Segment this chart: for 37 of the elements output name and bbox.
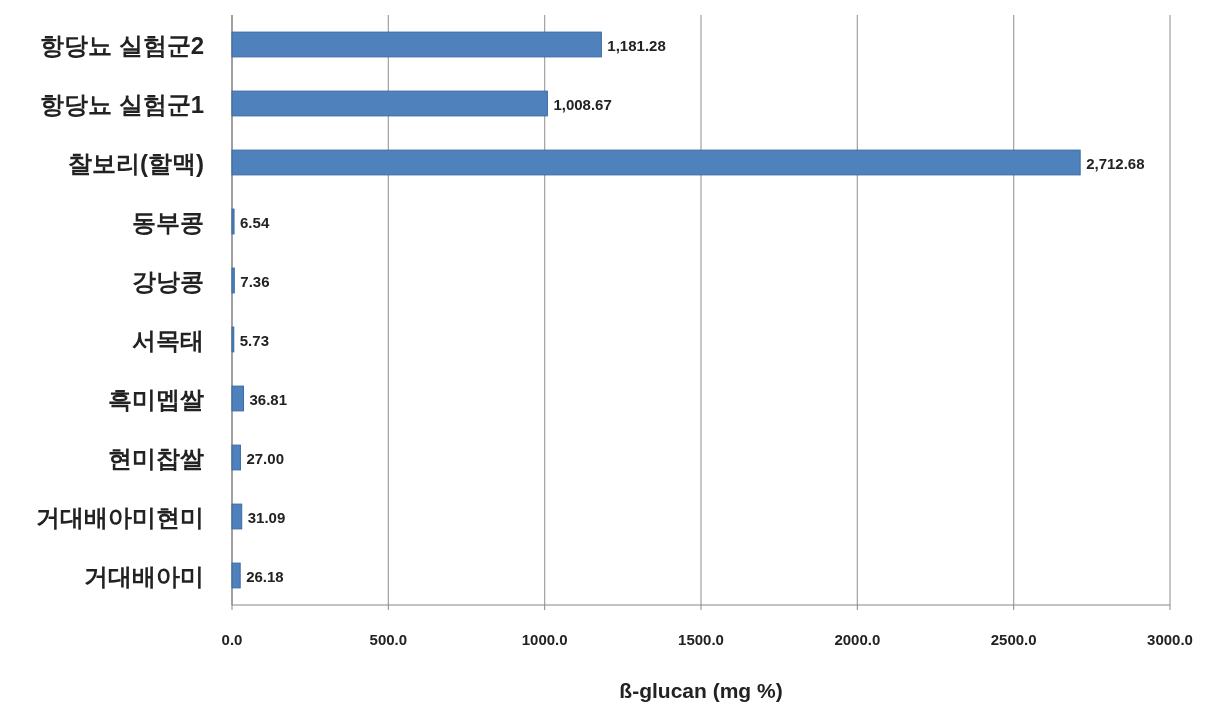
y-tick-label: 동부콩 <box>132 208 204 236</box>
x-tick-label: 3000.0 <box>1147 631 1193 648</box>
y-tick-label: 흑미멥쌀 <box>108 385 204 413</box>
y-tick-label: 강낭콩 <box>132 267 204 295</box>
x-tick-label: 1000.0 <box>521 631 568 648</box>
y-tick-label: 거대배아미현미 <box>36 503 204 531</box>
x-tick-label: 1500.0 <box>678 631 724 648</box>
y-tick-label: 현미찹쌀 <box>108 444 204 472</box>
bar <box>231 562 241 589</box>
data-label: 1,181.28 <box>607 36 666 54</box>
data-label: 5.73 <box>239 331 269 349</box>
x-tick-label: 0.0 <box>221 631 243 648</box>
y-tick-label: 항당뇨 실험군1 <box>39 90 204 118</box>
bar <box>231 503 243 530</box>
data-label: 1,008.67 <box>553 95 612 113</box>
bar <box>231 90 548 117</box>
y-tick-label: 서목태 <box>132 326 204 354</box>
data-label: 7.36 <box>240 272 270 290</box>
data-label: 6.54 <box>240 213 270 231</box>
bar <box>231 149 1081 176</box>
data-label: 27.00 <box>246 449 284 467</box>
y-tick-label: 항당뇨 실험군2 <box>39 31 204 59</box>
data-label: 31.09 <box>247 508 286 526</box>
x-tick-label: 2000.0 <box>834 631 881 648</box>
data-label: 36.81 <box>249 390 288 408</box>
x-tick-label: 500.0 <box>369 631 408 648</box>
y-tick-label: 거대배아미 <box>84 562 204 590</box>
data-label: 26.18 <box>246 567 284 585</box>
bar <box>231 444 241 471</box>
bar <box>231 385 245 412</box>
bar <box>231 31 602 58</box>
y-tick-label: 찰보리(할맥) <box>68 149 204 177</box>
data-label: 2,712.68 <box>1086 154 1145 172</box>
bar <box>231 267 235 294</box>
bar <box>231 208 235 235</box>
x-axis-title: ß-glucan (mg %) <box>619 679 783 702</box>
x-tick-label: 2500.0 <box>990 631 1037 648</box>
